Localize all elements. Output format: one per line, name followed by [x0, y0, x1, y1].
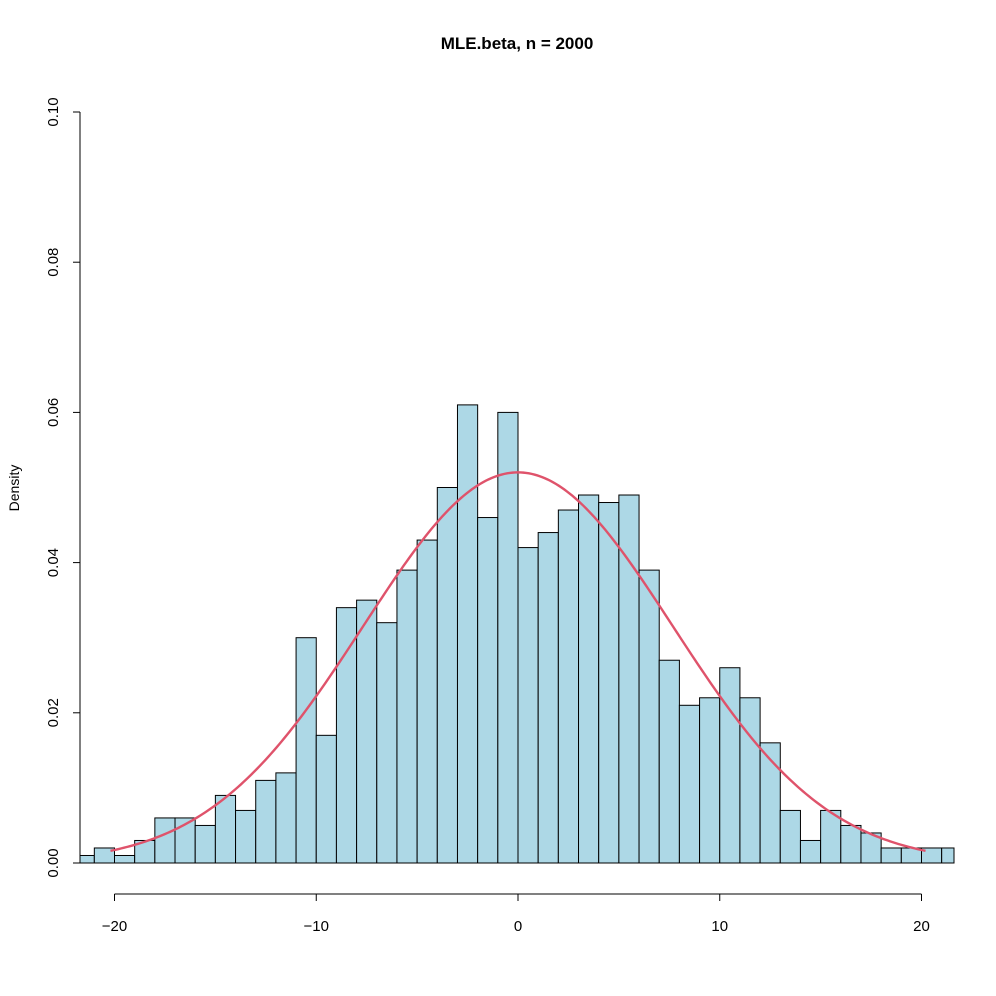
y-tick-label: 0.08 [45, 248, 62, 277]
y-axis-label: Density [6, 465, 22, 512]
histogram-bar [578, 494, 600, 864]
histogram-bar [759, 742, 781, 864]
density-curve [110, 471, 926, 852]
y-tick-label: 0.00 [45, 848, 62, 877]
histogram-bar [154, 817, 176, 864]
histogram-bar [335, 607, 358, 864]
histogram-bar [557, 509, 580, 864]
y-tick-label: 0.10 [45, 97, 62, 126]
histogram-bar [356, 599, 378, 864]
histogram-bar-edge [79, 854, 95, 864]
histogram-bar [779, 809, 801, 864]
x-tick-label: 0 [514, 918, 522, 935]
histogram-bar [840, 824, 862, 864]
histogram-bar [941, 847, 955, 864]
y-axis: 0.00 0.02 0.04 0.06 0.08 0.10 [45, 97, 81, 878]
y-tick-label: 0.06 [45, 398, 62, 427]
histogram-bar [275, 772, 297, 864]
x-tick-label: 10 [711, 918, 728, 935]
histogram-bar [315, 734, 337, 864]
histogram-bar [456, 404, 479, 864]
histogram-bars [79, 404, 955, 864]
histogram-bar [880, 847, 902, 864]
histogram-bar [376, 622, 398, 864]
histogram-bar [678, 704, 701, 864]
x-axis: −20 −10 0 10 20 [102, 893, 930, 935]
y-tick-label: 0.02 [45, 698, 62, 727]
histogram-bar [477, 517, 499, 864]
histogram-bar [416, 539, 438, 864]
histogram-bar [517, 547, 539, 864]
histogram-bar [194, 824, 216, 864]
histogram-bar [739, 697, 761, 864]
histogram-bar [436, 487, 458, 864]
histogram-bar [396, 569, 418, 864]
histogram-bar [799, 839, 822, 864]
histogram-bar [235, 809, 257, 864]
histogram-bar [598, 502, 620, 864]
histogram-bar [699, 697, 721, 864]
histogram-bar [658, 659, 680, 864]
histogram-bar [114, 854, 136, 864]
histogram-bar [255, 779, 277, 864]
histogram-bar [214, 794, 237, 864]
chart-title: MLE.beta, n = 2000 [441, 34, 594, 53]
x-tick-label: −10 [304, 918, 329, 935]
histogram-bar [537, 532, 559, 864]
y-tick-label: 0.04 [45, 548, 62, 577]
histogram-bar [638, 569, 660, 864]
histogram-bar [719, 667, 741, 864]
histogram-bar [497, 411, 519, 864]
x-tick-label: 20 [913, 918, 930, 935]
histogram-bar [820, 809, 842, 864]
histogram-bar [295, 637, 317, 864]
x-tick-label: −20 [102, 918, 127, 935]
